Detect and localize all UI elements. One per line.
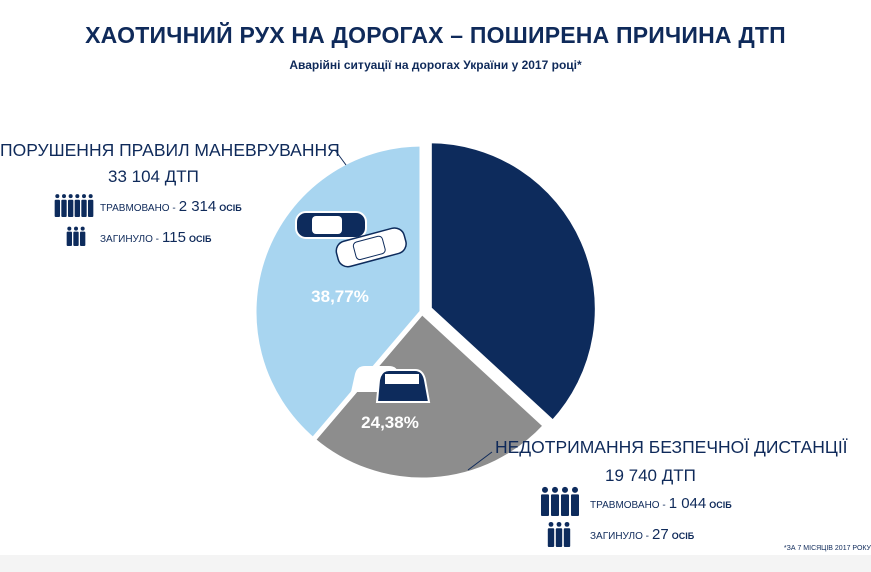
person-head [68,194,73,199]
person-head [564,521,570,527]
maneuver-count: 33 104 ДТП [108,167,199,186]
maneuver-killed: ЗАГИНУЛО - 115 ОСІБ [100,229,211,246]
person-body [73,231,79,246]
person-head [67,226,72,231]
car-icon-dark [295,211,367,239]
distance-killed: ЗАГИНУЛО - 27 ОСІБ [590,526,694,543]
distance-count: 19 740 ДТП [605,466,696,485]
person-body [74,199,80,217]
person-body [81,199,87,217]
person-body [80,231,86,246]
people-icon-injured [54,194,94,217]
person-head [562,486,568,493]
killed-value: 27 [652,526,669,543]
unit: ОСІБ [709,500,732,510]
leader-line-maneuver [334,149,347,166]
slice-label-distance: 24,38% [361,413,419,432]
killed-label: ЗАГИНУЛО - [590,531,650,542]
person-head [552,486,558,493]
distance-title: НЕДОТРИМАННЯ БЕЗПЕЧНОЇ ДИСТАНЦІЇ [495,437,848,457]
person-head [62,194,66,199]
maneuver-title: ПОРУШЕННЯ ПРАВИЛ МАНЕВРУВАННЯ [0,140,340,160]
chart-title: ХАОТИЧНИЙ РУХ НА ДОРОГАХ – ПОШИРЕНА ПРИЧ… [85,22,786,48]
person-body [54,199,60,217]
maneuver-injured: ТРАВМОВАНО - 2 314 ОСІБ [100,198,242,215]
unit: ОСІБ [671,531,695,541]
person-body [68,199,74,217]
person-body [547,528,555,547]
person-head [74,226,78,231]
car-icon-front [351,366,431,403]
injured-label: ТРАВМОВАНО - [590,500,666,511]
chart-subtitle: Аварійні ситуації на дорогах України у 2… [289,58,582,72]
person-head [556,521,562,527]
car-icon-white [335,227,407,268]
person-head [88,194,93,199]
unit: ОСІБ [188,234,212,244]
person-body [561,494,569,516]
distance-injured: ТРАВМОВАНО - 1 044 ОСІБ [590,495,732,512]
unit: ОСІБ [219,203,242,213]
injured-label: ТРАВМОВАНО - [100,203,176,214]
person-head [82,194,86,199]
footer-band [0,555,871,572]
people-icon-injured [541,486,579,516]
person-head [572,486,578,493]
pie-slice-1 [309,308,550,483]
leader-line-distance [467,451,493,471]
person-body [555,528,563,547]
injured-value: 1 044 [668,495,707,512]
person-body [61,199,67,217]
person-body [88,199,94,217]
people-icon-killed [547,521,571,547]
killed-label: ЗАГИНУЛО - [100,234,160,245]
person-body [541,494,549,516]
footnote: *ЗА 7 МІСЯЦІВ 2017 РОКУ [783,545,871,552]
person-body [66,231,72,246]
person-body [551,494,559,516]
person-head [80,226,85,231]
person-head [55,194,60,199]
injured-value: 2 314 [178,198,217,215]
person-body [563,528,571,547]
person-body [571,494,579,516]
pie-slice-0 [426,138,600,427]
people-icon-killed [66,226,86,246]
person-head [542,486,548,493]
killed-value: 115 [162,229,186,246]
person-head [548,521,554,527]
slice-label-maneuver: 38,77% [311,287,369,306]
person-head [75,194,80,199]
